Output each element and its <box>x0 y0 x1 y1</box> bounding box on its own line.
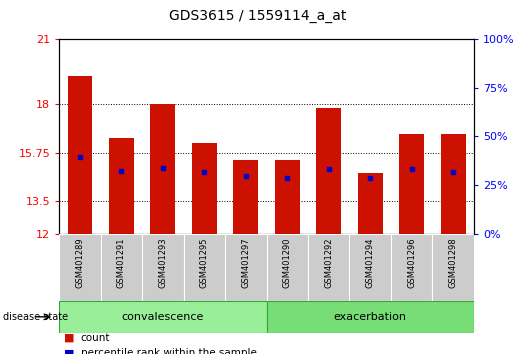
Text: disease state: disease state <box>3 312 67 322</box>
Text: ■: ■ <box>64 348 75 354</box>
Text: GSM401293: GSM401293 <box>159 237 167 288</box>
Text: GDS3615 / 1559114_a_at: GDS3615 / 1559114_a_at <box>169 9 346 23</box>
Bar <box>225 234 267 301</box>
Text: GSM401291: GSM401291 <box>117 237 126 287</box>
Bar <box>316 108 341 234</box>
Bar <box>391 234 433 301</box>
Text: count: count <box>81 333 110 343</box>
Bar <box>192 143 217 234</box>
Bar <box>267 234 308 301</box>
Bar <box>67 76 92 234</box>
Text: GSM401295: GSM401295 <box>200 237 209 287</box>
Bar <box>267 301 474 333</box>
Bar <box>150 104 175 234</box>
Text: GSM401298: GSM401298 <box>449 237 457 288</box>
Text: GSM401294: GSM401294 <box>366 237 374 287</box>
Text: GSM401296: GSM401296 <box>407 237 416 288</box>
Text: ■: ■ <box>64 333 75 343</box>
Bar <box>399 134 424 234</box>
Text: GSM401290: GSM401290 <box>283 237 291 287</box>
Bar <box>349 234 391 301</box>
Text: convalescence: convalescence <box>122 312 204 322</box>
Bar <box>142 234 183 301</box>
Bar <box>275 160 300 234</box>
Bar <box>109 138 134 234</box>
Text: exacerbation: exacerbation <box>334 312 407 322</box>
Bar <box>59 234 101 301</box>
Bar <box>433 234 474 301</box>
Bar <box>308 234 349 301</box>
Bar <box>441 134 466 234</box>
Text: GSM401292: GSM401292 <box>324 237 333 287</box>
Text: GSM401297: GSM401297 <box>242 237 250 288</box>
Text: GSM401289: GSM401289 <box>76 237 84 288</box>
Bar <box>358 173 383 234</box>
Bar <box>59 301 267 333</box>
Bar <box>233 160 258 234</box>
Bar <box>101 234 142 301</box>
Text: percentile rank within the sample: percentile rank within the sample <box>81 348 257 354</box>
Bar <box>184 234 225 301</box>
